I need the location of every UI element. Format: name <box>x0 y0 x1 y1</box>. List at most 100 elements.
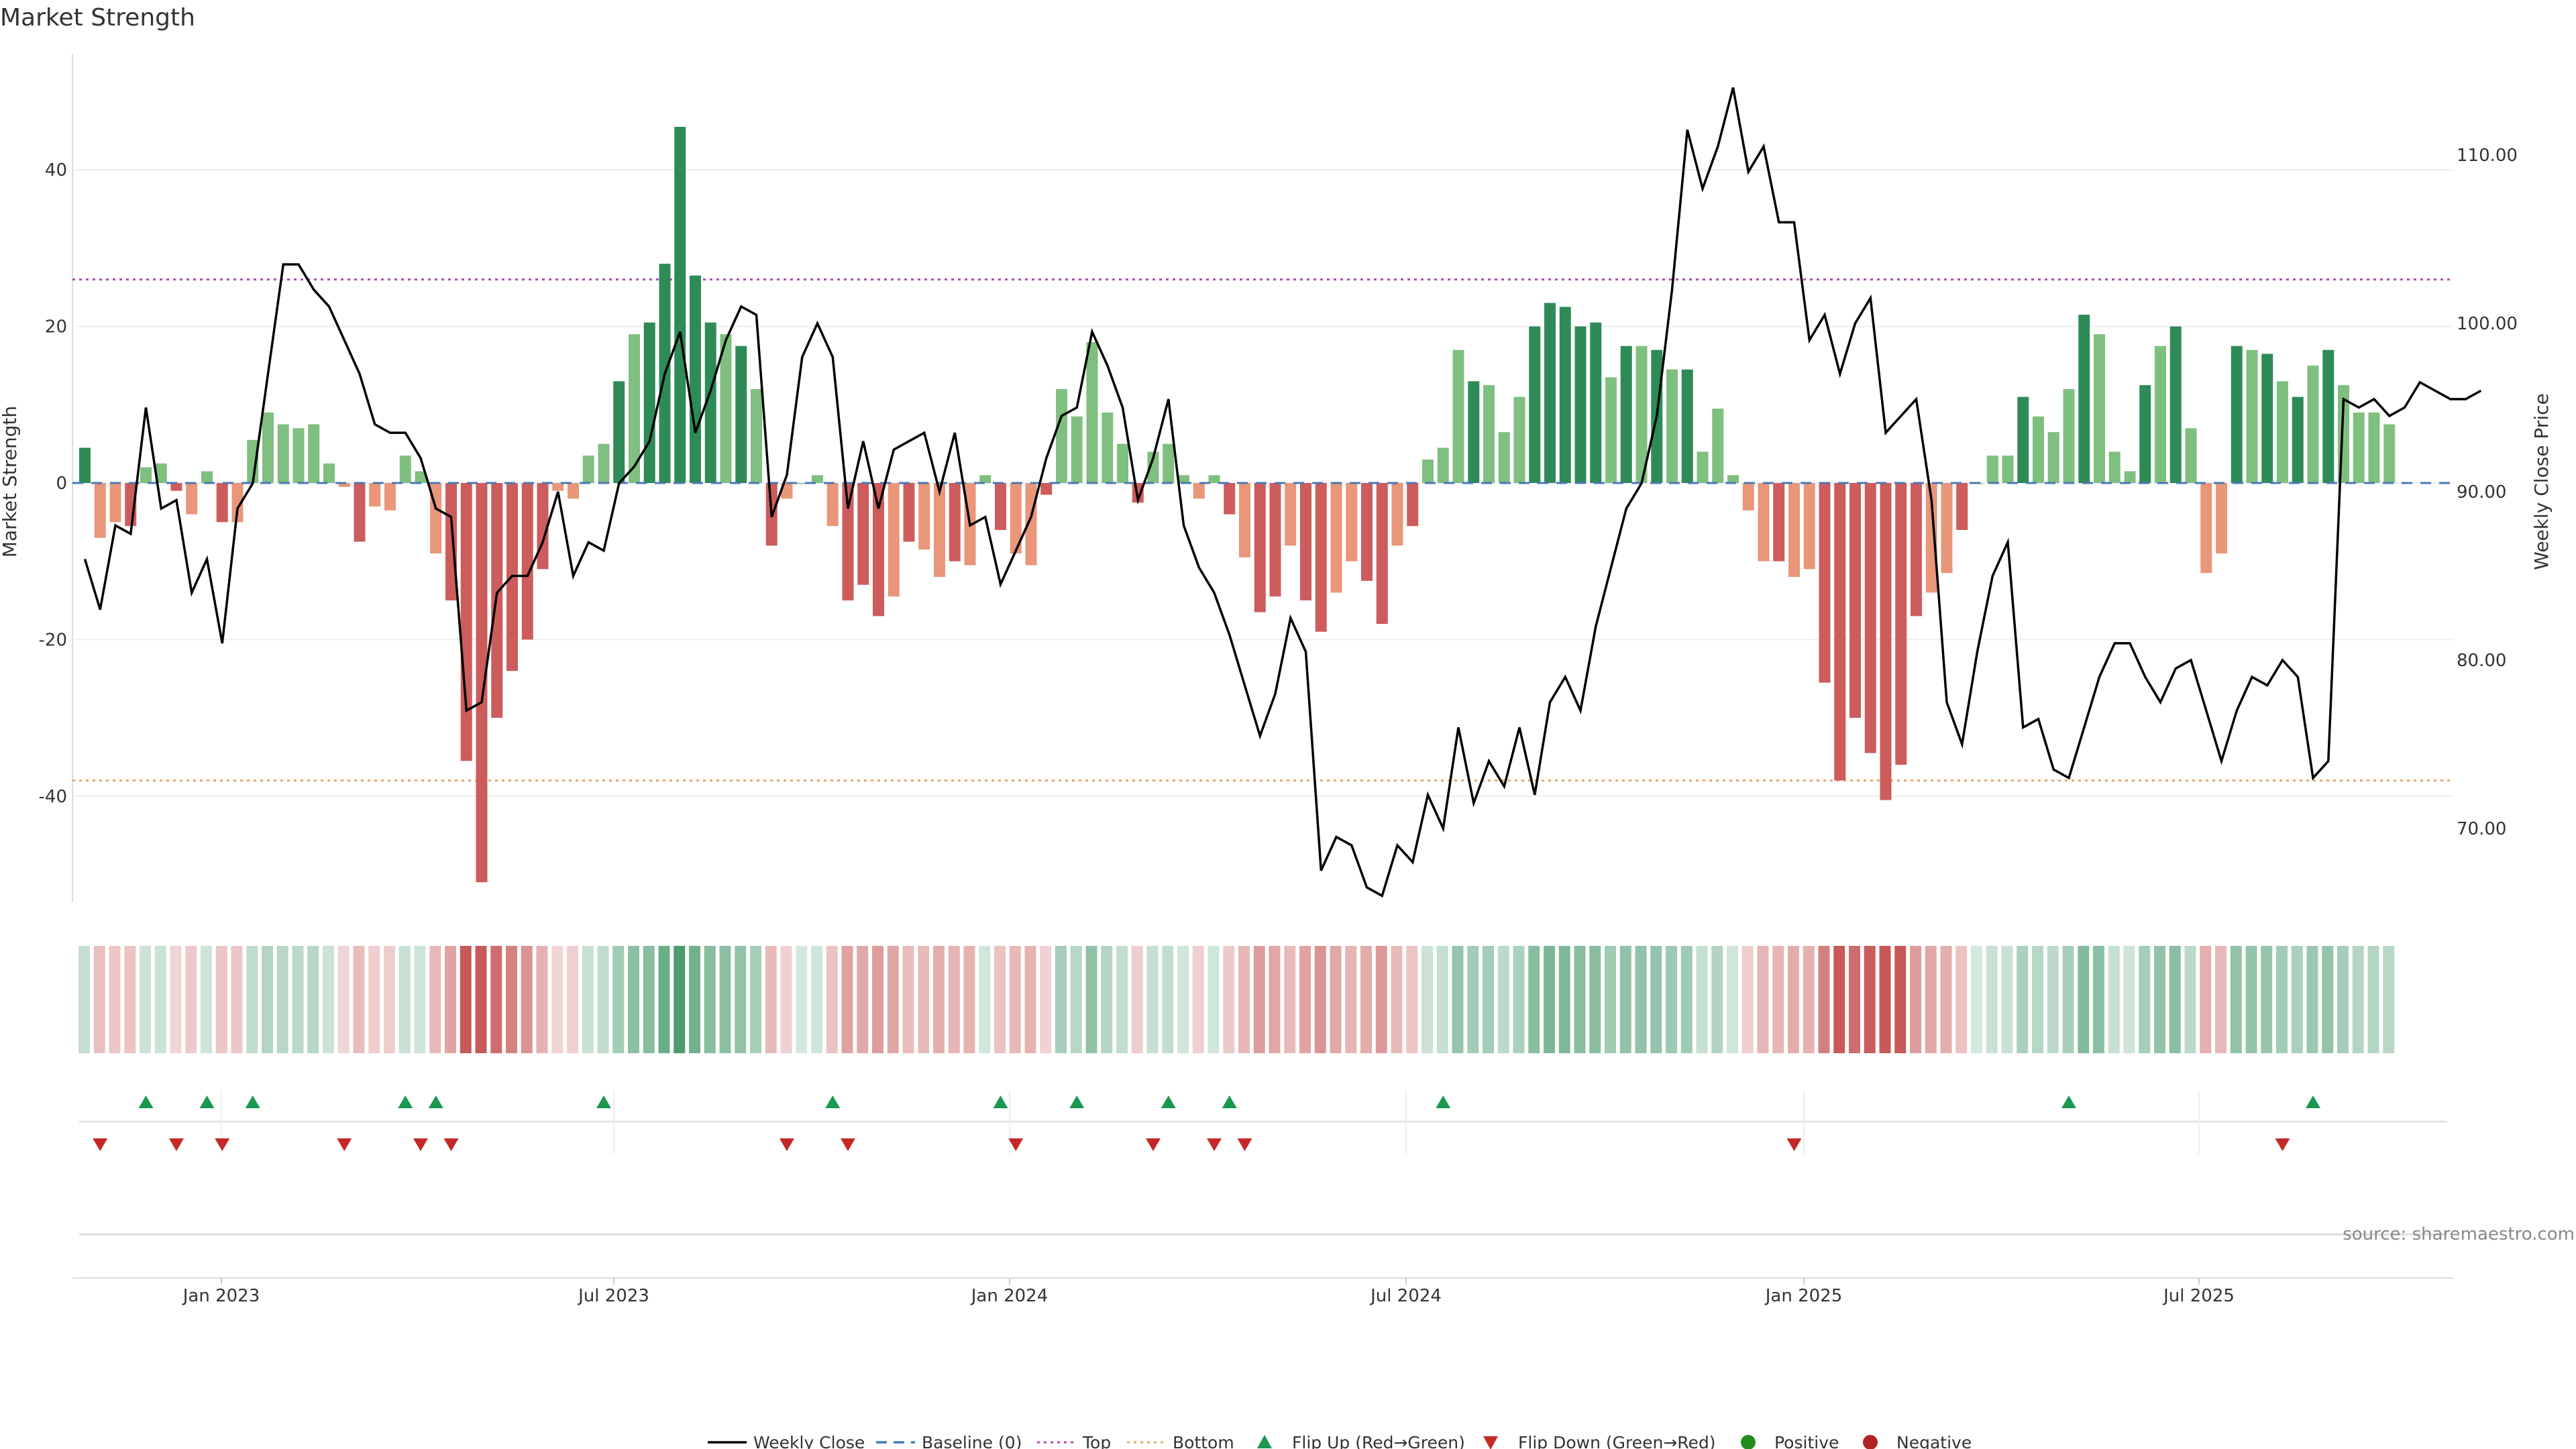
x-tick-label: Jul 2023 <box>577 1286 649 1306</box>
heat-cell <box>154 946 166 1053</box>
heat-cell <box>246 946 258 1053</box>
strength-bar <box>1712 409 1724 483</box>
heat-cell <box>292 946 304 1053</box>
legend-label-baseline: Baseline (0) <box>922 1433 1022 1449</box>
flip-down-marker <box>413 1138 428 1151</box>
heat-cell <box>1024 946 1036 1053</box>
strength-bar <box>2047 432 2059 483</box>
strength-bar <box>1239 483 1250 557</box>
heat-cell <box>93 946 105 1053</box>
heat-cell <box>2078 946 2090 1053</box>
y2-tick-label: 110.00 <box>2457 146 2518 166</box>
x-tick-label: Jul 2024 <box>1369 1286 1442 1306</box>
strength-bar <box>1422 459 1434 483</box>
heat-cell <box>719 946 731 1053</box>
heat-cell <box>1330 946 1342 1053</box>
heat-cell <box>2169 946 2181 1053</box>
flip-up-marker <box>596 1095 611 1108</box>
y-tick-label: -20 <box>39 630 67 650</box>
strength-bar <box>1010 483 1022 554</box>
heat-cell <box>1940 946 1952 1053</box>
strength-bar <box>2261 354 2273 483</box>
strength-bar <box>1513 396 1525 483</box>
heat-cell <box>735 946 747 1053</box>
strength-bar <box>323 463 335 483</box>
heat-cell <box>994 946 1006 1053</box>
heat-cell <box>2291 946 2303 1053</box>
strength-bar <box>460 483 472 761</box>
strength-bar <box>1391 483 1403 546</box>
heat-cell <box>796 946 808 1053</box>
legend: Weekly Close Baseline (0) Top Bottom Fli… <box>708 1433 1972 1449</box>
strength-bar <box>2368 412 2380 483</box>
heat-cell <box>948 946 960 1053</box>
flip-down-markers <box>93 1138 2290 1151</box>
strength-bar <box>1056 388 1067 483</box>
heat-cell <box>323 946 334 1053</box>
heat-cell <box>2230 946 2242 1053</box>
heat-cell <box>231 946 243 1053</box>
heat-cell <box>1558 946 1570 1053</box>
strength-bar <box>812 475 823 483</box>
heat-cell <box>1925 946 1937 1053</box>
heat-cell <box>2261 946 2273 1053</box>
strength-bar <box>1468 381 1480 483</box>
strength-bar <box>1742 483 1754 511</box>
x-tick-label: Jan 2024 <box>970 1286 1049 1306</box>
flip-down-marker <box>93 1138 108 1151</box>
strength-bar <box>598 443 610 483</box>
heat-cell <box>1864 946 1876 1053</box>
strength-bar <box>2124 471 2136 483</box>
strength-bar <box>2108 451 2121 483</box>
heat-cell <box>1574 946 1586 1053</box>
strength-bar <box>2292 396 2304 483</box>
strength-bar <box>1834 483 1846 781</box>
heat-cell <box>2200 946 2212 1053</box>
heat-cell <box>1208 946 1220 1053</box>
strength-bar <box>2383 424 2396 483</box>
heat-cell <box>1238 946 1250 1053</box>
y2-axis-ticks: 70.00 80.00 90.00 100.00 110.00 <box>2457 146 2518 839</box>
heat-cell <box>704 946 716 1053</box>
legend-top: Top <box>1037 1433 1111 1449</box>
heat-cell <box>536 946 548 1053</box>
heat-cell <box>2306 946 2318 1053</box>
strength-bar <box>1315 483 1327 632</box>
heat-cell <box>1436 946 1448 1053</box>
heat-cell <box>1269 946 1281 1053</box>
heat-cell <box>1986 946 1998 1053</box>
heat-cell <box>1009 946 1021 1053</box>
strength-bar <box>995 483 1006 531</box>
heat-cell <box>170 946 182 1053</box>
heat-cell <box>612 946 625 1053</box>
strength-bar <box>857 483 869 585</box>
strength-bar <box>445 483 457 601</box>
heat-cell <box>1497 946 1509 1053</box>
heat-cell <box>2322 946 2334 1053</box>
heat-cell <box>262 946 273 1053</box>
flip-down-marker <box>337 1138 352 1151</box>
y-axis-label: Market Strength <box>0 406 21 557</box>
heat-cell <box>2062 946 2074 1053</box>
legend-label-flip-up: Flip Up (Red→Green) <box>1292 1433 1465 1449</box>
heat-cell <box>1192 946 1204 1053</box>
strength-bar <box>735 345 747 483</box>
strength-bar <box>2063 388 2075 483</box>
heat-cell <box>582 946 594 1053</box>
strength-bars <box>79 127 2396 883</box>
strength-bar <box>949 483 961 561</box>
heat-cell <box>643 946 655 1053</box>
heat-cell <box>689 946 700 1053</box>
strength-bar <box>903 483 915 542</box>
heat-cell <box>765 946 777 1053</box>
heat-cell <box>429 946 441 1053</box>
strength-bar <box>1330 483 1342 593</box>
heat-cell <box>2215 946 2226 1053</box>
heat-cell <box>811 946 822 1053</box>
strength-bar <box>292 428 305 483</box>
triangle-down-icon <box>1483 1436 1498 1449</box>
strength-bar <box>1895 483 1907 765</box>
heat-cell <box>353 946 365 1053</box>
strength-bar <box>201 471 213 483</box>
